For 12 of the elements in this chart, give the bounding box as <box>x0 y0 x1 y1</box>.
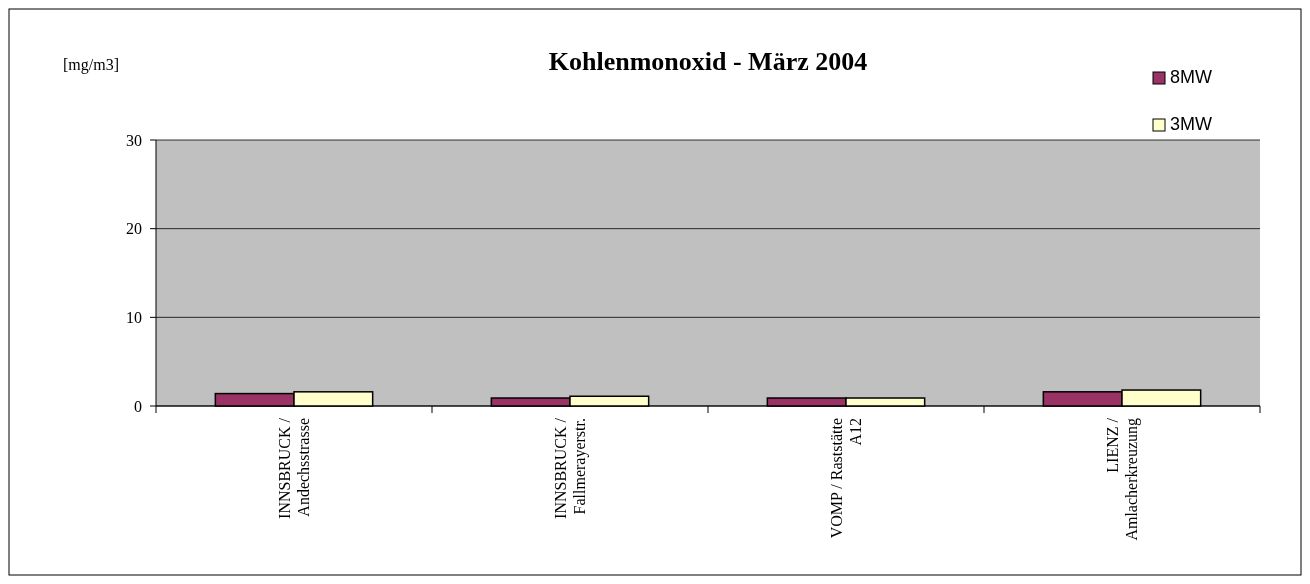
y-tick-label: 30 <box>126 131 142 149</box>
y-tick-label: 20 <box>126 220 142 238</box>
x-tick-label: VOMP / Raststätte A12 <box>827 418 864 539</box>
x-tick-label: INNSBRUCK / Fallmerayerstr. <box>551 417 589 519</box>
legend-label: 8MW <box>1170 67 1212 87</box>
x-tick-label: LIENZ / Amlacherkreuzung <box>1103 417 1141 541</box>
y-axis-title: [mg/m3] <box>63 56 119 74</box>
y-tick-label: 0 <box>134 397 142 415</box>
legend-label: 3MW <box>1170 114 1212 134</box>
chart-title: Kohlenmonoxid - März 2004 <box>548 47 868 76</box>
x-tick-label: INNSBRUCK / Andechsstrasse <box>275 417 312 519</box>
y-tick-label: 10 <box>126 308 142 326</box>
